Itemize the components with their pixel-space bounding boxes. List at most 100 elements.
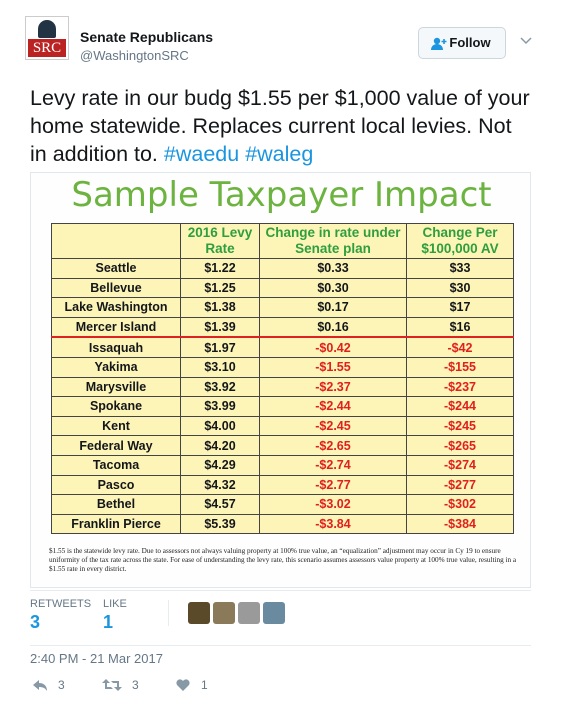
value-cell: -$302: [406, 494, 514, 515]
hashtag[interactable]: #waedu: [163, 142, 240, 166]
table-row: Marysville $3.92 -$2.37 -$237: [51, 376, 514, 398]
retweets-label: RETWEETS: [30, 598, 92, 610]
value-cell: $4.32: [180, 474, 260, 496]
value-cell: -$245: [406, 415, 514, 437]
header-cell: [51, 223, 181, 259]
district-cell: Kent: [51, 415, 181, 437]
value-cell: -$274: [406, 454, 514, 476]
liker-avatar[interactable]: [238, 602, 260, 624]
value-cell: -$2.44: [259, 396, 407, 417]
value-cell: $1.25: [180, 277, 260, 299]
follow-label: Follow: [449, 35, 491, 50]
value-cell: $0.30: [259, 277, 407, 299]
table-row: Yakima $3.10 -$1.55 -$155: [51, 356, 514, 378]
district-cell: Bethel: [51, 494, 181, 515]
table-row: Seattle $1.22 $0.33 $33: [51, 258, 514, 279]
value-cell: -$3.02: [259, 494, 407, 515]
table-row: Tacoma $4.29 -$2.74 -$274: [51, 454, 514, 476]
table-row: Kent $4.00 -$2.45 -$245: [51, 415, 514, 437]
hashtag[interactable]: #waleg: [245, 142, 314, 166]
column-header: 2016 Levy Rate: [180, 223, 260, 259]
value-cell: -$2.74: [259, 454, 407, 476]
value-cell: -$2.65: [259, 435, 407, 456]
liker-avatar[interactable]: [188, 602, 210, 624]
value-cell: $4.00: [180, 415, 260, 437]
like-action[interactable]: 1: [175, 678, 208, 692]
district-cell: Bellevue: [51, 277, 181, 299]
value-cell: $3.92: [180, 376, 260, 398]
column-header: Change Per $100,000 AV: [406, 223, 514, 259]
footnote: $1.55 is the statewide levy rate. Due to…: [49, 547, 517, 573]
retweets-count[interactable]: 3: [30, 612, 41, 632]
value-cell: -$155: [406, 356, 514, 378]
value-cell: -$3.84: [259, 513, 407, 535]
value-cell: $17: [406, 297, 514, 318]
liker-avatar[interactable]: [213, 602, 235, 624]
value-cell: -$237: [406, 376, 514, 398]
likes-count[interactable]: 1: [103, 612, 114, 632]
district-cell: Federal Way: [51, 435, 181, 456]
value-cell: -$2.77: [259, 474, 407, 496]
handle[interactable]: @WashingtonSRC: [80, 48, 189, 63]
avatar-logo: SRC: [28, 39, 66, 57]
column-header: Change in rate under Senate plan: [259, 223, 407, 259]
value-cell: $1.39: [180, 316, 260, 338]
timestamp[interactable]: 2:40 PM - 21 Mar 2017: [30, 651, 163, 666]
value-cell: -$1.55: [259, 356, 407, 378]
reply-action[interactable]: 3: [32, 678, 65, 692]
district-cell: Spokane: [51, 396, 181, 417]
divider: [168, 600, 169, 626]
table-row: Mercer Island $1.39 $0.16 $16: [51, 316, 514, 338]
value-cell: -$42: [406, 336, 514, 358]
value-cell: -$2.45: [259, 415, 407, 437]
impact-table: 2016 Levy Rate Change in rate under Senat…: [51, 223, 514, 535]
value-cell: $4.57: [180, 494, 260, 515]
menu-chevron[interactable]: [519, 36, 533, 46]
divider: [30, 590, 531, 591]
value-cell: $4.20: [180, 435, 260, 456]
display-name[interactable]: Senate Republicans: [80, 29, 214, 45]
table-row: Federal Way $4.20 -$2.65 -$265: [51, 435, 514, 456]
follow-button[interactable]: Follow: [418, 27, 506, 59]
district-cell: Marysville: [51, 376, 181, 398]
value-cell: -$384: [406, 513, 514, 535]
table-row: Spokane $3.99 -$2.44 -$244: [51, 396, 514, 417]
district-cell: Tacoma: [51, 454, 181, 476]
value-cell: $16: [406, 316, 514, 338]
table-row: Bellevue $1.25 $0.30 $30: [51, 277, 514, 299]
table-row: Franklin Pierce $5.39 -$3.84 -$384: [51, 513, 514, 535]
value-cell: -$277: [406, 474, 514, 496]
value-cell: -$0.42: [259, 336, 407, 358]
value-cell: -$265: [406, 435, 514, 456]
value-cell: $1.97: [180, 336, 260, 358]
value-cell: $5.39: [180, 513, 260, 535]
likes-label: LIKE: [103, 598, 127, 610]
reply-count: 3: [58, 678, 65, 692]
district-cell: Mercer Island: [51, 316, 181, 338]
district-cell: Yakima: [51, 356, 181, 378]
table-row: Issaquah $1.97 -$0.42 -$42: [51, 336, 514, 358]
value-cell: -$2.37: [259, 376, 407, 398]
divider: [30, 645, 531, 646]
value-cell: $0.17: [259, 297, 407, 318]
value-cell: $3.99: [180, 396, 260, 417]
table-row: Lake Washington $1.38 $0.17 $17: [51, 297, 514, 318]
value-cell: $1.22: [180, 258, 260, 279]
district-cell: Franklin Pierce: [51, 513, 181, 535]
tweet-image[interactable]: Sample Taxpayer Impact 2016 Levy Rate Cha…: [30, 172, 531, 588]
district-cell: Seattle: [51, 258, 181, 279]
retweet-action[interactable]: 3: [102, 678, 139, 692]
avatar[interactable]: SRC: [25, 16, 69, 60]
value-cell: $3.10: [180, 356, 260, 378]
value-cell: $0.16: [259, 316, 407, 338]
table-row: Pasco $4.32 -$2.77 -$277: [51, 474, 514, 496]
value-cell: $0.33: [259, 258, 407, 279]
header-row: 2016 Levy Rate Change in rate under Senat…: [51, 223, 514, 259]
liker-avatar[interactable]: [263, 602, 285, 624]
like-count: 1: [201, 678, 208, 692]
table-row: Bethel $4.57 -$3.02 -$302: [51, 494, 514, 515]
district-cell: Pasco: [51, 474, 181, 496]
value-cell: $33: [406, 258, 514, 279]
image-title: Sample Taxpayer Impact: [71, 175, 492, 215]
retweet-count: 3: [132, 678, 139, 692]
